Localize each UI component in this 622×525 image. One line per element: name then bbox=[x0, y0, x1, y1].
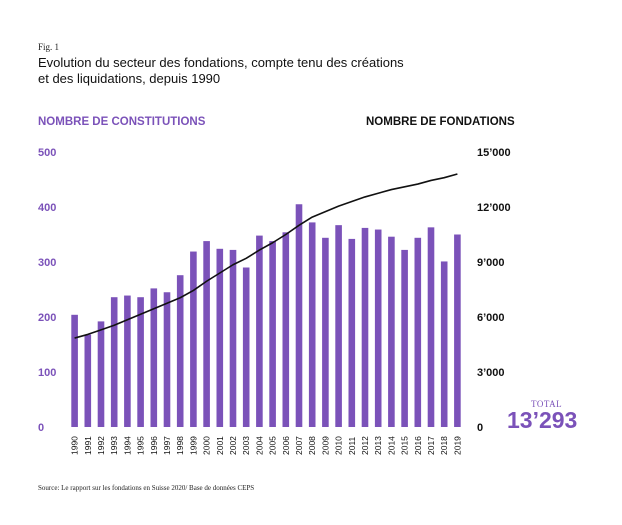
x-tick-label: 1994 bbox=[122, 436, 132, 455]
bar bbox=[110, 297, 118, 427]
x-tick-label: 1993 bbox=[109, 436, 119, 455]
x-tick-label: 2008 bbox=[307, 436, 317, 455]
bar bbox=[176, 275, 184, 427]
total-label: TOTAL bbox=[531, 399, 563, 409]
left-tick-label: 200 bbox=[38, 312, 56, 324]
left-axis-title: NOMBRE DE CONSTITUTIONS bbox=[38, 116, 206, 128]
left-tick-label: 400 bbox=[38, 202, 56, 214]
bar bbox=[295, 204, 303, 427]
x-tick-label: 2009 bbox=[320, 436, 330, 455]
x-tick-label: 2004 bbox=[254, 436, 264, 455]
bar bbox=[84, 334, 92, 427]
bar bbox=[150, 288, 158, 427]
bar bbox=[71, 314, 78, 427]
x-tick-label: 2013 bbox=[373, 436, 383, 455]
x-tick-label: 2014 bbox=[386, 436, 396, 455]
line-layer bbox=[74, 173, 458, 339]
x-axis-ticks: 1990 1991 1992 1993 1994 1995 1996 1997 1998 1999… bbox=[70, 436, 463, 455]
total-value: 13’293 bbox=[507, 407, 578, 433]
bar bbox=[242, 267, 250, 427]
x-tick-label: 2011 bbox=[347, 436, 357, 455]
x-tick-label: 2005 bbox=[268, 436, 278, 455]
bar bbox=[401, 249, 408, 427]
right-tick-label: 12’000 bbox=[477, 202, 511, 214]
bar bbox=[124, 295, 131, 427]
x-tick-label: 2017 bbox=[426, 436, 436, 455]
x-tick-label: 2003 bbox=[241, 436, 251, 455]
bar bbox=[269, 241, 276, 427]
right-tick-label: 6’000 bbox=[477, 312, 505, 324]
chart-title-line-1: Evolution du secteur des fondations, com… bbox=[38, 55, 404, 70]
chart-title: Evolution du secteur des fondations, com… bbox=[38, 55, 458, 87]
left-tick-label: 0 bbox=[38, 422, 44, 434]
x-tick-label: 1998 bbox=[175, 436, 185, 455]
source-note: Source: Le rapport sur les fondations en… bbox=[38, 484, 255, 492]
x-tick-label: 1996 bbox=[149, 436, 159, 455]
x-tick-label: 2002 bbox=[228, 436, 238, 455]
right-axis-ticks: 0 3’000 6’000 9’000 12’000 15’000 bbox=[477, 147, 511, 434]
bar bbox=[348, 238, 356, 427]
chart-title-line-2: et des liquidations, depuis 1990 bbox=[38, 71, 221, 86]
bar bbox=[361, 227, 369, 427]
x-tick-label: 2018 bbox=[439, 436, 449, 455]
bar bbox=[229, 249, 237, 427]
figure-label: Fig. 1 bbox=[38, 42, 60, 52]
left-tick-label: 500 bbox=[38, 147, 56, 159]
bar bbox=[282, 232, 290, 427]
right-axis-title: NOMBRE DE FONDATIONS bbox=[366, 116, 515, 128]
left-tick-label: 100 bbox=[38, 367, 56, 379]
bar bbox=[335, 225, 342, 427]
right-tick-label: 9’000 bbox=[477, 257, 505, 269]
bar bbox=[427, 227, 435, 427]
bar bbox=[216, 248, 224, 427]
x-tick-label: 2001 bbox=[215, 436, 225, 455]
right-tick-label: 0 bbox=[477, 422, 483, 434]
bar bbox=[137, 297, 144, 427]
x-tick-label: 2012 bbox=[360, 436, 370, 455]
x-tick-label: 2016 bbox=[413, 436, 423, 455]
x-tick-label: 1992 bbox=[96, 436, 106, 455]
bar bbox=[203, 241, 210, 427]
bar bbox=[374, 229, 382, 427]
x-tick-label: 2006 bbox=[281, 436, 291, 455]
x-tick-label: 1995 bbox=[136, 436, 146, 455]
foundations-line bbox=[74, 173, 458, 339]
bar bbox=[454, 234, 461, 427]
x-tick-label: 1997 bbox=[162, 436, 172, 455]
x-tick-label: 1999 bbox=[188, 436, 198, 455]
x-tick-label: 1990 bbox=[70, 436, 80, 455]
left-axis-ticks: 0 100 200 300 400 500 bbox=[38, 147, 56, 434]
right-tick-label: 3’000 bbox=[477, 367, 505, 379]
left-tick-label: 300 bbox=[38, 257, 56, 269]
bars bbox=[71, 204, 461, 427]
bar bbox=[163, 292, 171, 427]
bar bbox=[322, 237, 329, 427]
x-tick-label: 2015 bbox=[400, 436, 410, 455]
x-tick-label: 2000 bbox=[202, 436, 212, 455]
x-tick-label: 2010 bbox=[334, 436, 344, 455]
x-tick-label: 2007 bbox=[294, 436, 304, 455]
bar bbox=[190, 251, 197, 427]
bar bbox=[256, 235, 263, 427]
x-tick-label: 1991 bbox=[83, 436, 93, 455]
x-tick-label: 2019 bbox=[452, 436, 462, 455]
bar bbox=[308, 222, 316, 427]
bar bbox=[414, 237, 422, 427]
bar bbox=[97, 321, 105, 427]
right-tick-label: 15’000 bbox=[477, 147, 511, 159]
bar bbox=[388, 236, 395, 427]
bar bbox=[440, 261, 448, 427]
